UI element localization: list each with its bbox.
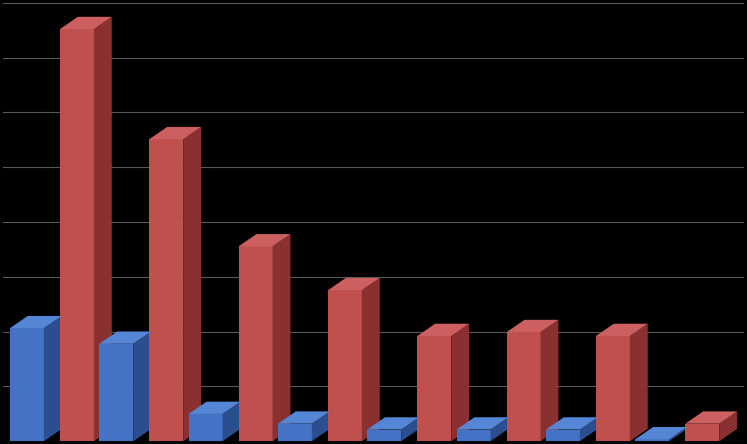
Polygon shape bbox=[238, 234, 291, 246]
Polygon shape bbox=[456, 417, 509, 429]
Polygon shape bbox=[188, 402, 241, 414]
Polygon shape bbox=[418, 324, 469, 336]
Polygon shape bbox=[635, 427, 687, 439]
Polygon shape bbox=[183, 127, 201, 441]
Polygon shape bbox=[133, 332, 151, 441]
Polygon shape bbox=[401, 417, 419, 441]
Polygon shape bbox=[456, 429, 491, 441]
Polygon shape bbox=[491, 417, 509, 441]
Polygon shape bbox=[328, 278, 379, 290]
Polygon shape bbox=[99, 344, 133, 441]
Polygon shape bbox=[10, 328, 44, 441]
Polygon shape bbox=[311, 412, 329, 441]
Polygon shape bbox=[60, 29, 94, 441]
Polygon shape bbox=[238, 246, 273, 441]
Polygon shape bbox=[635, 439, 669, 441]
Polygon shape bbox=[362, 278, 379, 441]
Polygon shape bbox=[368, 429, 401, 441]
Polygon shape bbox=[368, 417, 419, 429]
Polygon shape bbox=[541, 320, 559, 441]
Polygon shape bbox=[94, 17, 112, 441]
Polygon shape bbox=[719, 412, 737, 441]
Polygon shape bbox=[685, 424, 719, 441]
Polygon shape bbox=[596, 336, 630, 441]
Polygon shape bbox=[546, 417, 598, 429]
Polygon shape bbox=[630, 324, 648, 441]
Polygon shape bbox=[669, 427, 687, 441]
Polygon shape bbox=[451, 324, 469, 441]
Polygon shape bbox=[44, 316, 62, 441]
Polygon shape bbox=[223, 402, 241, 441]
Polygon shape bbox=[99, 332, 151, 344]
Polygon shape bbox=[418, 336, 451, 441]
Polygon shape bbox=[506, 332, 541, 441]
Polygon shape bbox=[273, 234, 291, 441]
Polygon shape bbox=[10, 316, 62, 328]
Polygon shape bbox=[60, 17, 112, 29]
Polygon shape bbox=[328, 290, 362, 441]
Polygon shape bbox=[596, 324, 648, 336]
Polygon shape bbox=[149, 127, 201, 139]
Polygon shape bbox=[278, 412, 329, 424]
Polygon shape bbox=[149, 139, 183, 441]
Polygon shape bbox=[188, 414, 223, 441]
Polygon shape bbox=[546, 429, 580, 441]
Polygon shape bbox=[506, 320, 559, 332]
Polygon shape bbox=[278, 424, 311, 441]
Polygon shape bbox=[580, 417, 598, 441]
Polygon shape bbox=[685, 412, 737, 424]
